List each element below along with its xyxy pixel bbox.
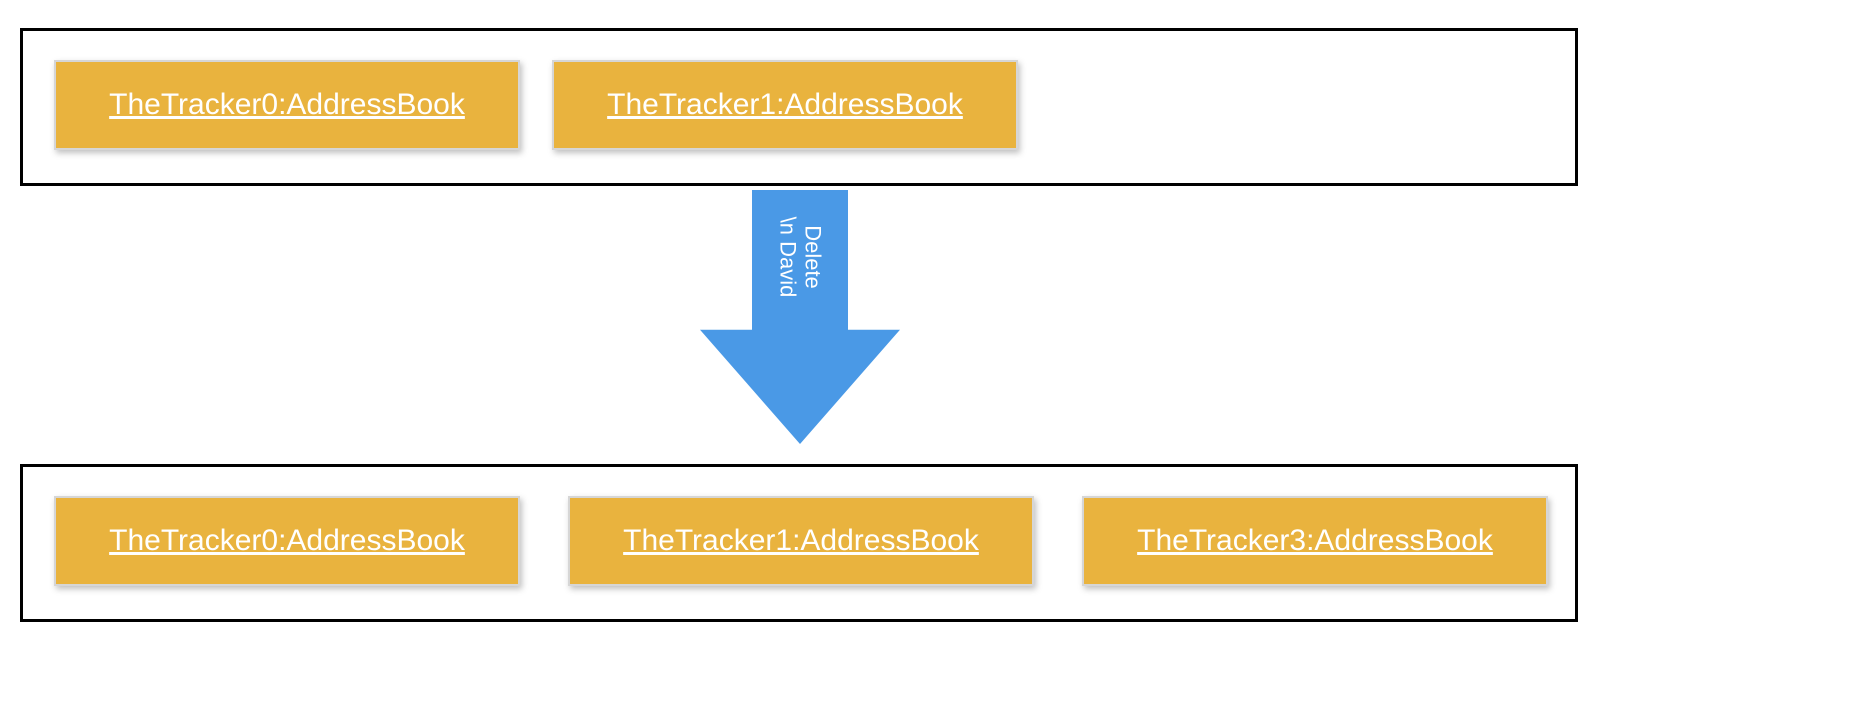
arrow-label: Delete \n David	[775, 217, 826, 298]
arrow-label-line1: Delete	[800, 217, 825, 298]
object-node: TheTracker1:AddressBook	[568, 496, 1034, 586]
object-node: TheTracker1:AddressBook	[552, 60, 1018, 150]
object-node: TheTracker0:AddressBook	[54, 496, 520, 586]
object-node: TheTracker0:AddressBook	[54, 60, 520, 150]
arrow-label-line2: \n David	[775, 217, 800, 298]
object-node: TheTracker3:AddressBook	[1082, 496, 1548, 586]
transition-arrow: Delete \n David	[700, 190, 900, 444]
